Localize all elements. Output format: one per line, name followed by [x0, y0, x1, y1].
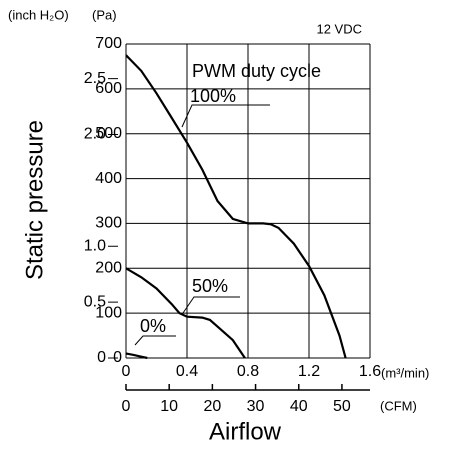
x-unit: (m³/min) — [381, 365, 429, 380]
y-tick-label: 400 — [95, 170, 122, 187]
x-tick-label: 0 — [122, 363, 131, 380]
series-label: 100% — [190, 86, 236, 106]
series-label: 50% — [192, 276, 228, 296]
pwm-note: PWM duty cycle — [192, 61, 321, 81]
y-tick-label: 100 — [95, 304, 122, 321]
leader-line — [134, 335, 176, 346]
y2-tick-label: 0 — [97, 349, 106, 366]
leader-line — [182, 296, 240, 314]
voltage-note: 12 VDC — [316, 21, 362, 36]
curve — [125, 352, 148, 360]
y2-tick-label: 2.5 — [84, 70, 106, 87]
x-tick-label: 0.4 — [176, 363, 198, 380]
leader-line — [181, 104, 270, 128]
curve — [125, 267, 246, 359]
y-tick-label: 700 — [95, 35, 122, 52]
y-tick-label: 600 — [95, 80, 122, 97]
curve — [125, 54, 347, 359]
x-tick-label: 1.2 — [298, 363, 320, 380]
y-tick-label: 200 — [95, 260, 122, 277]
x2-unit: (CFM) — [380, 398, 417, 413]
y-unit: (Pa) — [92, 7, 117, 22]
x2-tick-label: 50 — [333, 398, 351, 415]
series-label: 0% — [140, 316, 166, 336]
y-tick-label: 500 — [95, 125, 122, 142]
x-axis-label: Airflow — [209, 418, 282, 445]
x2-tick-label: 30 — [247, 398, 265, 415]
y-axis-label: Static pressure — [21, 120, 48, 280]
x-tick-label: 0.8 — [237, 363, 259, 380]
x-tick-label: 1.6 — [359, 363, 381, 380]
x2-tick-label: 20 — [203, 398, 221, 415]
y2-tick-label: 2.0 — [84, 126, 106, 143]
y-tick-label: 300 — [95, 215, 122, 232]
x2-tick-label: 0 — [122, 398, 131, 415]
x2-tick-label: 10 — [160, 398, 178, 415]
y2-tick-label: 0.5 — [84, 293, 106, 310]
x2-tick-label: 40 — [290, 398, 308, 415]
y2-unit: (inch H₂O) — [8, 7, 69, 22]
y2-tick-label: 1.0 — [84, 237, 106, 254]
